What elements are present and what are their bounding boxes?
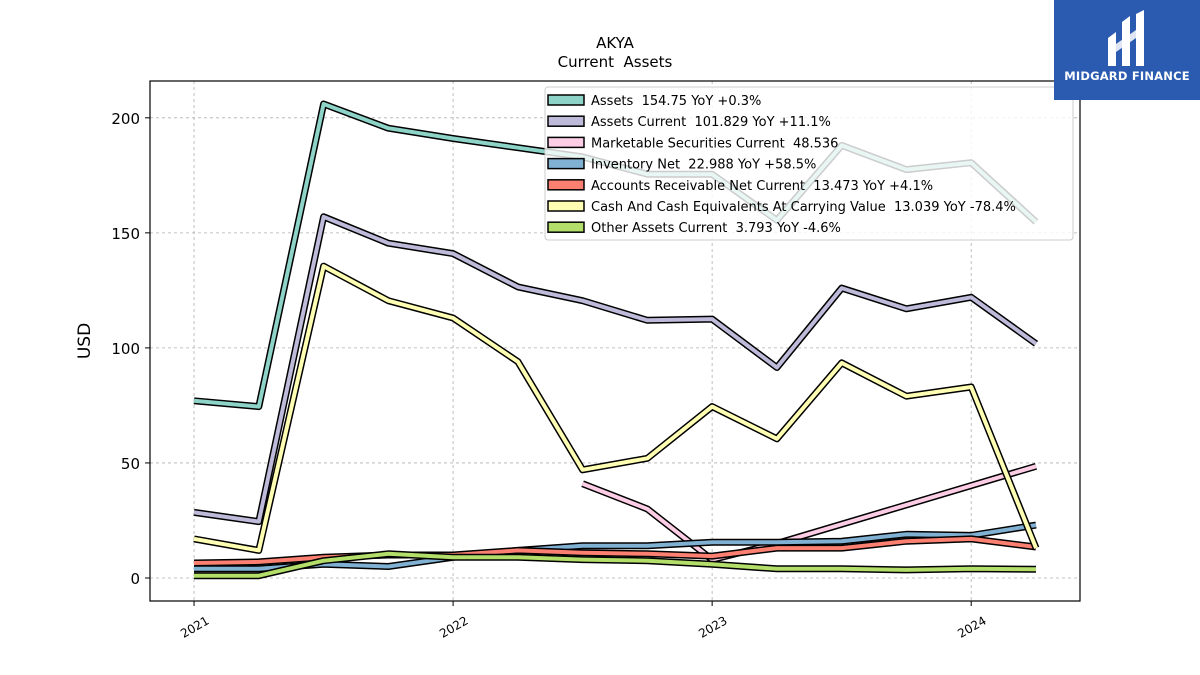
legend-box [544, 86, 1074, 241]
brand-logo: MIDGARD FINANCE [1054, 0, 1200, 100]
midgard-logo-icon [1108, 10, 1144, 66]
series-line [194, 551, 1037, 578]
series-marketable-securities-current [581, 462, 1037, 564]
legend-swatch [547, 94, 585, 106]
y-tick-label: 150 [111, 225, 140, 243]
series-line [193, 264, 1038, 553]
y-tick-label: 50 [121, 455, 140, 473]
legend: Assets 154.75 YoY +0.3% Assets Current 10… [544, 86, 1074, 241]
chart-title: AKYA [596, 34, 635, 52]
y-axis-label: USD [75, 323, 95, 359]
legend-label: Cash And Cash Equivalents At Carrying Va… [591, 200, 1016, 215]
legend-label: Other Assets Current 3.793 YoY -4.6% [591, 221, 841, 236]
x-tick-label: 2023 [696, 613, 729, 640]
legend-swatch [547, 157, 585, 170]
legend-label: Assets 154.75 YoY +0.3% [591, 94, 761, 109]
legend-swatch [547, 136, 585, 149]
legend-label: Inventory Net 22.988 YoY +58.5% [591, 158, 816, 173]
legend-swatch [547, 179, 585, 191]
x-tick-label: 2022 [437, 613, 470, 640]
x-tick-label: 2024 [955, 613, 988, 640]
series-line [194, 523, 1037, 571]
y-tick-label: 100 [111, 340, 140, 358]
y-tick-label: 0 [130, 570, 140, 588]
y-tick-label: 200 [111, 110, 140, 128]
series-assets-current [193, 213, 1039, 526]
series-line-outline [193, 213, 1039, 526]
legend-label: Assets Current 101.829 YoY +11.1% [591, 115, 831, 130]
series-line [581, 464, 1037, 562]
plot-area-frame [149, 80, 1081, 602]
series-lines [193, 100, 1040, 580]
chart-subtitle: Current Assets [558, 53, 673, 71]
series-other-assets-current [194, 550, 1037, 580]
legend-label: Accounts Receivable Net Current 13.473 Y… [591, 179, 933, 194]
series-inventory-net [194, 521, 1037, 573]
series-cash-and-cash-equivalents-at-carrying-value [193, 262, 1040, 554]
legend-swatch [547, 221, 585, 233]
legend-swatch [547, 200, 585, 212]
legend-label: Marketable Securities Current 48.536 [591, 136, 838, 151]
legend-swatch [547, 115, 585, 127]
x-tick-label: 2021 [178, 613, 211, 640]
series-line [193, 214, 1038, 524]
brand-name: MIDGARD FINANCE [1064, 69, 1190, 83]
